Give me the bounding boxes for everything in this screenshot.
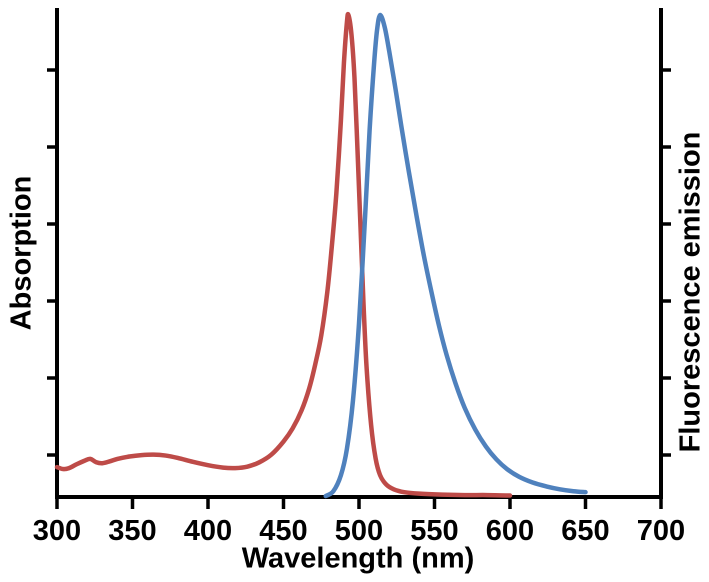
x-tick-label: 300 (33, 515, 81, 547)
x-tick-label: 600 (486, 515, 534, 547)
x-tick-label: 450 (259, 515, 307, 547)
x-tick-label: 500 (335, 515, 383, 547)
x-tick-label: 350 (108, 515, 156, 547)
fluorescence-emission-curve (323, 12, 588, 499)
y-axis-label-left: Absorption (5, 175, 38, 331)
x-tick-label: 550 (410, 515, 458, 547)
y-axis-label-right: Fluorescence emission (674, 131, 707, 453)
absorption-curve (54, 11, 513, 498)
x-tick-label: 700 (637, 515, 685, 547)
x-axis-label: Wavelength (nm) (241, 542, 475, 575)
x-tick-label: 650 (561, 515, 609, 547)
x-tick-label: 400 (184, 515, 232, 547)
